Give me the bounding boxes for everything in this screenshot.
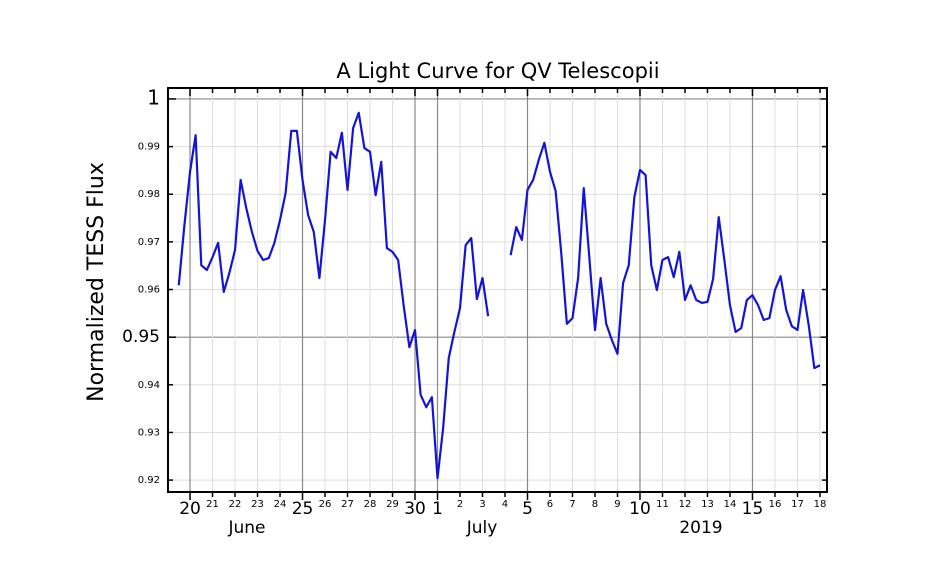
x-tick-label: 9: [614, 499, 620, 510]
axis-annotation: June: [227, 518, 265, 538]
plot-frame: [167, 87, 828, 493]
x-tick-label: 8: [592, 499, 598, 510]
x-tick-label: 12: [679, 499, 692, 510]
x-tick-label: 11: [656, 499, 669, 510]
x-tick-label: 30: [404, 499, 426, 519]
light-curve: [177, 111, 821, 480]
x-tick-label: 4: [502, 499, 508, 510]
axis-annotation: July: [466, 518, 498, 538]
x-tick-label: 23: [251, 499, 264, 510]
x-tick-label: 15: [742, 499, 764, 519]
x-tick-label: 21: [206, 499, 219, 510]
x-tick-label: 16: [769, 499, 782, 510]
y-tick-label: 0.99: [138, 142, 160, 153]
chart-title: A Light Curve for QV Telescopii: [336, 59, 659, 83]
x-tick-label: 18: [814, 499, 827, 510]
y-tick-label: 0.98: [138, 189, 160, 200]
y-tick-label: 1: [147, 85, 160, 109]
y-tick-label: 0.97: [138, 237, 160, 248]
x-tick-label: 14: [724, 499, 737, 510]
x-tick-label: 1: [432, 499, 443, 519]
x-tick-label: 20: [179, 499, 201, 519]
x-tick-label: 28: [364, 499, 377, 510]
x-tick-label: 26: [319, 499, 332, 510]
y-axis-label: Normalized TESS Flux: [84, 162, 109, 402]
x-tick-label: 7: [569, 499, 575, 510]
y-tick-label: 0.96: [138, 285, 160, 296]
x-tick-label: 10: [629, 499, 651, 519]
y-tick-label: 0.93: [138, 427, 160, 438]
x-tick-label: 13: [701, 499, 714, 510]
x-tick-label: 24: [274, 499, 287, 510]
x-tick-label: 22: [229, 499, 242, 510]
y-tick-label: 0.94: [138, 380, 160, 391]
x-tick-label: 29: [386, 499, 399, 510]
x-tick-label: 5: [522, 499, 533, 519]
x-tick-label: 3: [479, 499, 485, 510]
x-tick-label: 17: [791, 499, 804, 510]
x-tick-label: 2: [457, 499, 463, 510]
x-tick-label: 6: [547, 499, 553, 510]
x-tick-label: 27: [341, 499, 354, 510]
y-tick-label: 0.95: [122, 327, 160, 347]
axis-annotation: 2019: [679, 518, 722, 538]
y-tick-label: 0.92: [138, 475, 160, 486]
x-tick-label: 25: [292, 499, 314, 519]
